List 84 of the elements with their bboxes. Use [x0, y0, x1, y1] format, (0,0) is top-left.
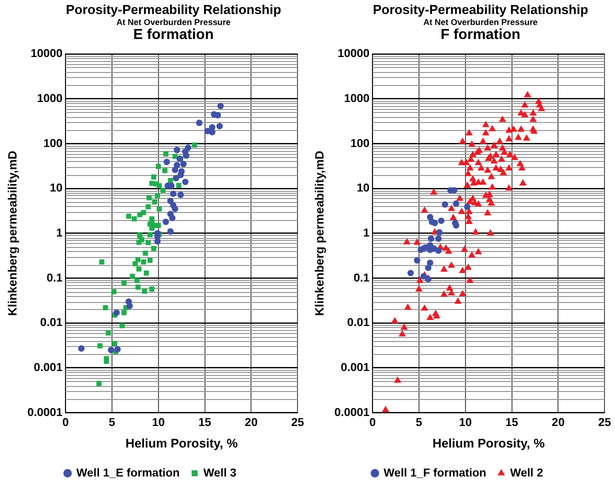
- point: [167, 198, 174, 204]
- point: [113, 309, 120, 316]
- legend-label: Well 3: [203, 467, 236, 480]
- y-tick-label: 10: [50, 182, 63, 195]
- y-tick-label: 1: [56, 227, 64, 240]
- x-tick-label: 10: [152, 416, 165, 429]
- chart-subtitle: At Net Overburden Pressure: [422, 17, 539, 27]
- point: [407, 270, 414, 276]
- point: [108, 346, 114, 354]
- y-tick-label: 0.001: [340, 362, 370, 374]
- y-tick-label: 1: [363, 227, 370, 240]
- point: [172, 166, 178, 174]
- y-tick-label: 10: [356, 182, 370, 195]
- y-tick-label: 0.001: [34, 362, 64, 374]
- chart-subtitle: At Net Overburden Pressure: [115, 17, 232, 27]
- point: [114, 346, 121, 352]
- legend-label: Well 1_E formation: [76, 467, 180, 480]
- x-tick-label: 20: [552, 416, 565, 429]
- point: [442, 201, 448, 208]
- point: [172, 174, 180, 182]
- point: [214, 112, 221, 118]
- x-axis-title: Helium Porosity, %: [125, 436, 238, 450]
- point: [209, 128, 216, 136]
- point: [438, 218, 444, 224]
- point: [164, 158, 170, 166]
- point: [425, 264, 432, 272]
- point: [182, 178, 188, 186]
- point: [167, 228, 174, 235]
- point: [180, 160, 187, 168]
- y-tick-label: 0.1: [46, 272, 64, 284]
- y-tick-label: 10000: [338, 48, 370, 60]
- x-axis-title: Helium Porosity, %: [432, 436, 545, 450]
- x-tick-label: 25: [598, 416, 612, 429]
- point: [170, 190, 176, 197]
- point: [78, 345, 85, 352]
- x-tick-label: 0: [369, 416, 376, 429]
- y-tick-label: 1000: [344, 92, 370, 105]
- y-tick-label: 1000: [36, 92, 63, 105]
- y-tick-label: 0.1: [354, 272, 370, 284]
- chart-title: Porosity-Permeability Relationship: [64, 2, 282, 17]
- y-tick-label: 100: [43, 138, 63, 150]
- point: [452, 200, 460, 207]
- point: [172, 206, 178, 212]
- point: [217, 102, 224, 110]
- point: [432, 220, 438, 226]
- x-tick-label: 20: [244, 416, 258, 429]
- x-tick-label: 15: [505, 416, 519, 429]
- point: [452, 222, 460, 229]
- y-tick-label: 0.0001: [334, 406, 370, 419]
- legend-label: Well 2: [510, 467, 544, 480]
- x-tick-label: 0: [62, 416, 69, 429]
- point: [126, 302, 133, 310]
- x-tick-label: 5: [416, 416, 423, 429]
- point: [177, 192, 184, 198]
- point: [177, 172, 184, 178]
- point: [196, 120, 202, 126]
- y-tick-label: 0.01: [40, 317, 64, 330]
- x-tick-label: 10: [458, 416, 472, 429]
- point: [464, 204, 470, 210]
- point: [436, 229, 443, 236]
- point: [174, 146, 180, 154]
- y-axis-title: Klinkenberg permeability,mD: [312, 150, 327, 316]
- y-tick-label: 100: [350, 138, 370, 150]
- point: [183, 152, 190, 159]
- text: F formation: [440, 27, 522, 44]
- point: [414, 257, 420, 264]
- point: [169, 214, 176, 222]
- x-tick-label: 15: [198, 416, 212, 429]
- point: [426, 260, 434, 266]
- x-tick-label: 5: [108, 416, 116, 429]
- point: [162, 218, 170, 226]
- x-tick-label: 25: [291, 416, 305, 429]
- legend-label: Well 1_F formation: [384, 467, 486, 480]
- point: [216, 122, 223, 130]
- text: E formation: [132, 27, 215, 44]
- y-tick-label: 0.0001: [27, 406, 64, 419]
- point: [428, 235, 434, 242]
- point: [418, 246, 424, 253]
- chart-title: Porosity-Permeability Relationship: [372, 2, 590, 17]
- y-tick-label: 0.01: [347, 317, 370, 330]
- point: [435, 247, 442, 254]
- y-axis-title: Klinkenberg permeability,mD: [6, 150, 20, 316]
- y-tick-label: 10000: [30, 48, 63, 60]
- point: [435, 235, 442, 242]
